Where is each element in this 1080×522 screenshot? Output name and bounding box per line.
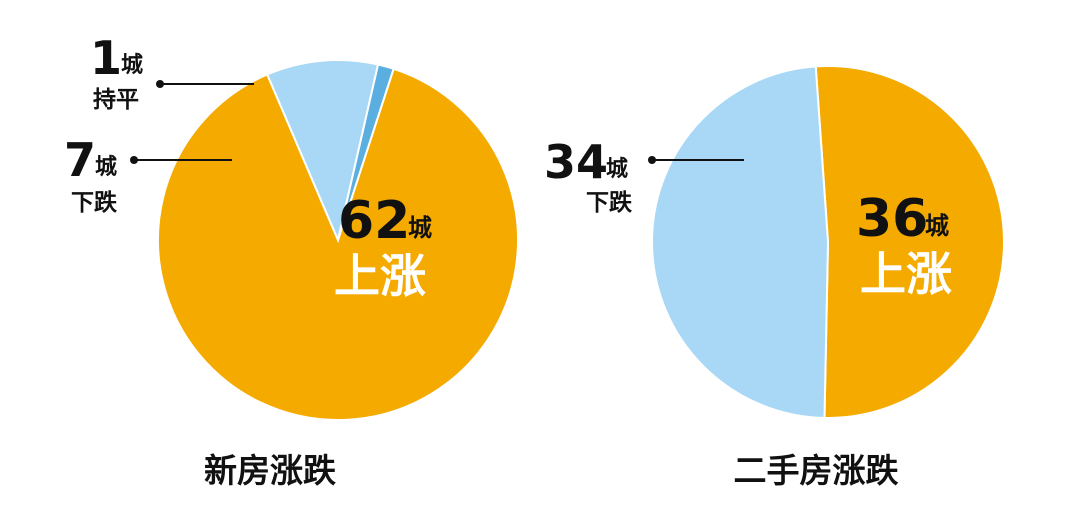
second-hand-fall-unit: 城 <box>606 156 628 182</box>
second-hand-fall-number: 34 <box>544 135 608 189</box>
new-home-fall-number: 7 <box>64 133 96 187</box>
new-home-fall-unit: 城 <box>95 154 117 180</box>
second-hand-caption: 二手房涨跌 <box>734 451 899 490</box>
second-hand-rise-number: 36 <box>856 189 928 249</box>
new-home-pie <box>157 59 519 421</box>
second-hand-fall-label: 下跌 <box>586 190 632 216</box>
new-home-flat-label: 持平 <box>93 87 139 113</box>
second-hand-rise-unit: 城 <box>925 212 949 240</box>
new-home-slice-0 <box>157 67 519 421</box>
new-home-fall-label: 下跌 <box>71 190 117 216</box>
second-hand-slice-0 <box>814 65 1005 419</box>
new-home-slice-1 <box>265 59 380 244</box>
second-hand-slice-1 <box>651 65 830 419</box>
new-home-caption: 新房涨跌 <box>204 451 336 490</box>
new-home-rise-label: 上涨 <box>334 249 426 303</box>
second-hand-pie <box>651 65 1005 419</box>
new-home-flat-number: 1 <box>90 31 122 85</box>
new-home-flat-unit: 城 <box>121 52 143 78</box>
new-home-rise-number: 62 <box>338 191 410 251</box>
new-home-slice-2 <box>337 63 395 241</box>
second-hand-rise-label: 上涨 <box>860 247 952 301</box>
new-home-rise-unit: 城 <box>408 214 432 242</box>
